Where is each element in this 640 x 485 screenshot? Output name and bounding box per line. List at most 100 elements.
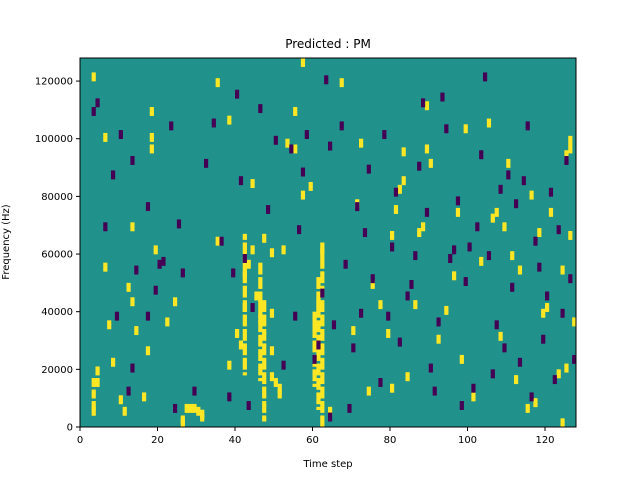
heatmap-cell-high <box>269 251 275 255</box>
heatmap-cell-high <box>242 248 247 252</box>
heatmap-cell-low <box>114 314 120 318</box>
heatmap-cell-high <box>455 210 461 214</box>
x-axis-ticks: 0 20 40 60 80 100 120 <box>77 427 555 446</box>
heatmap-cell-high <box>242 366 247 370</box>
heatmap-cell-high <box>316 323 321 327</box>
heatmap-cell-high <box>250 179 255 183</box>
heatmap-cell-high <box>107 326 112 330</box>
heatmap-cell-high <box>320 406 325 410</box>
heatmap-cell-low <box>568 279 573 284</box>
heatmap-cell-low <box>231 274 236 278</box>
heatmap-cell-high <box>300 58 306 62</box>
heatmap-cell-high <box>378 300 383 304</box>
heatmap-cell-high <box>180 424 185 428</box>
heatmap-cell-low <box>304 132 309 137</box>
heatmap-cell-high <box>502 222 507 226</box>
heatmap-cell-high <box>134 331 139 336</box>
heatmap-cell-high <box>242 372 247 376</box>
heatmap-cell-high <box>262 372 267 376</box>
heatmap-cell-low <box>180 274 185 278</box>
heatmap-cell-high <box>200 409 205 413</box>
heatmap-cell-high <box>351 328 356 333</box>
heatmap-cell-high <box>405 377 410 382</box>
heatmap-cell-high <box>316 380 321 385</box>
heatmap-cell-low <box>347 403 352 408</box>
heatmap-cell-low <box>378 383 383 387</box>
heatmap-cell-high <box>262 331 267 336</box>
heatmap-cell-high <box>405 372 410 376</box>
heatmap-cell-high <box>215 236 220 240</box>
heatmap-cell-high <box>250 248 255 252</box>
heatmap-cell-low <box>483 75 488 79</box>
heatmap-cell-high <box>424 107 430 111</box>
heatmap-cell-high <box>355 199 360 203</box>
heatmap-cell-low <box>366 167 371 171</box>
heatmap-cell-high <box>91 380 96 385</box>
heatmap-cell-low <box>498 187 503 191</box>
y-tick-label: 0 <box>67 423 73 434</box>
heatmap-cell-low <box>114 311 120 315</box>
heatmap-cell-high <box>200 412 205 416</box>
heatmap-cell-high <box>293 107 298 111</box>
heatmap-cell-high <box>262 377 267 382</box>
heatmap-cell-low <box>378 380 383 385</box>
heatmap-cell-low <box>409 279 414 284</box>
heatmap-cell-high <box>153 251 158 255</box>
heatmap-cell-high <box>188 406 193 410</box>
heatmap-cell-low <box>339 124 344 128</box>
heatmap-cell-low <box>192 386 197 390</box>
heatmap-cell-low <box>103 222 108 226</box>
heatmap-cell-high <box>126 285 131 289</box>
heatmap-cell-low <box>405 291 410 295</box>
heatmap-cell-high <box>293 112 298 116</box>
heatmap-cell-low <box>343 262 348 266</box>
heatmap-cell-low <box>370 274 375 278</box>
heatmap-cell-high <box>568 233 573 238</box>
heatmap-cell-high <box>258 369 263 373</box>
heatmap-cell-low <box>359 308 364 312</box>
heatmap-cell-high <box>91 409 96 413</box>
heatmap-cell-high <box>548 210 554 214</box>
heatmap-cell-high <box>196 409 201 413</box>
heatmap-cell-high <box>316 406 321 410</box>
heatmap-cell-high <box>269 352 275 356</box>
heatmap-cell-high <box>188 403 193 408</box>
heatmap-cell-low <box>537 268 542 272</box>
heatmap-cell-high <box>312 323 317 327</box>
heatmap-cell-high <box>126 282 131 287</box>
heatmap-cell-high <box>300 60 306 65</box>
heatmap-cell-low <box>514 199 519 203</box>
heatmap-cell-high <box>235 331 240 336</box>
heatmap-cell-low <box>355 202 360 206</box>
heatmap-cell-high <box>370 282 375 287</box>
heatmap-cell-high <box>242 262 247 266</box>
heatmap-cell-low <box>145 205 151 209</box>
heatmap-cell-low <box>572 357 577 361</box>
heatmap-cell-low <box>126 392 131 396</box>
heatmap-cell-low <box>320 294 325 298</box>
heatmap-cell-high <box>130 225 135 229</box>
heatmap-cell-low <box>347 409 352 413</box>
heatmap-cell-high <box>242 334 247 338</box>
heatmap-cell-high <box>258 363 263 367</box>
heatmap-cell-high <box>242 343 247 347</box>
heatmap-cell-low <box>533 239 538 243</box>
heatmap-cell-high <box>366 392 371 396</box>
heatmap-cell-high <box>568 138 573 142</box>
heatmap-cell-low <box>421 98 426 102</box>
heatmap-cell-high <box>262 337 267 341</box>
heatmap-cell-high <box>103 262 108 266</box>
heatmap-cell-high <box>242 349 247 353</box>
heatmap-cell-low <box>304 135 309 140</box>
heatmap-cell-high <box>312 349 317 353</box>
heatmap-cell-high <box>316 279 321 284</box>
heatmap-cell-high <box>258 268 263 272</box>
heatmap-cell-high <box>258 277 263 281</box>
heatmap-cell-high <box>262 392 267 396</box>
heatmap-cell-high <box>262 406 267 410</box>
heatmap-cell-high <box>258 271 263 275</box>
heatmap-cell-high <box>91 78 96 82</box>
heatmap-cell-high <box>242 305 247 310</box>
heatmap-cell-low <box>114 317 120 321</box>
heatmap-cell-high <box>258 282 263 287</box>
